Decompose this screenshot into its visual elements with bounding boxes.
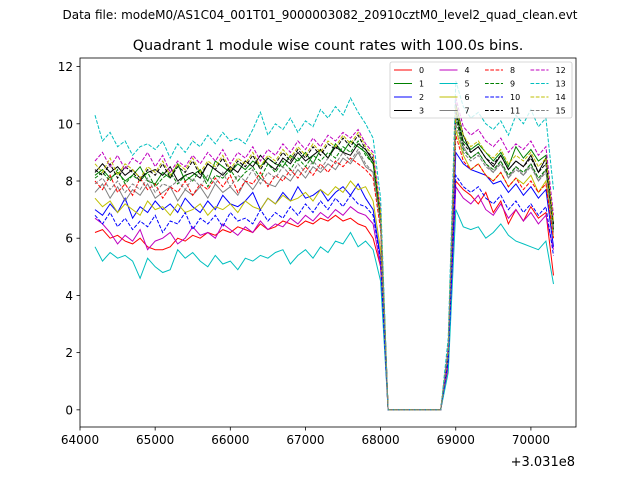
- x-tick-label: 69000: [437, 433, 475, 447]
- y-tick-label: 4: [65, 289, 73, 303]
- file-suptitle: Data file: modeM0/AS1C04_001T01_90000030…: [62, 8, 577, 22]
- x-tick-label: 70000: [512, 433, 550, 447]
- x-tick-label: 64000: [61, 433, 99, 447]
- legend-label-14: 14: [556, 93, 566, 102]
- legend-label-11: 11: [510, 107, 520, 116]
- series-line-12: [94, 97, 554, 411]
- series-line-9: [94, 117, 554, 411]
- y-tick-label: 8: [65, 175, 73, 189]
- series-line-0: [94, 179, 554, 411]
- x-tick-label: 67000: [286, 433, 324, 447]
- legend-frame: [389, 61, 573, 119]
- legend-label-10: 10: [510, 93, 520, 102]
- y-tick-label: 0: [65, 403, 73, 417]
- legend-label-8: 8: [510, 66, 515, 75]
- series-line-7: [94, 115, 554, 411]
- y-tick-label: 12: [58, 60, 73, 74]
- x-offset-label: +3.031e8: [511, 455, 575, 470]
- x-tick-label: 66000: [211, 433, 249, 447]
- legend-label-0: 0: [419, 66, 424, 75]
- legend-label-15: 15: [556, 107, 566, 116]
- series-line-10: [94, 173, 554, 411]
- series-line-11: [94, 112, 554, 411]
- series-line-4: [94, 185, 554, 411]
- legend-label-12: 12: [556, 66, 566, 75]
- series-line-15: [94, 123, 554, 411]
- x-tick-label: 68000: [362, 433, 400, 447]
- y-tick-label: 10: [58, 117, 73, 131]
- y-tick-label: 6: [65, 232, 73, 246]
- plot-area: [94, 80, 554, 411]
- legend-label-9: 9: [510, 80, 515, 89]
- series-line-5: [94, 209, 554, 411]
- series-line-2: [94, 150, 554, 411]
- series-line-13: [94, 80, 554, 411]
- y-tick-label: 2: [65, 346, 73, 360]
- legend-label-13: 13: [556, 80, 566, 89]
- axes-frame: [79, 57, 577, 428]
- series-line-3: [94, 103, 554, 411]
- legend-label-4: 4: [465, 66, 470, 75]
- series-line-8: [94, 135, 554, 411]
- chart-title: Quadrant 1 module wise count rates with …: [133, 38, 524, 54]
- legend-label-1: 1: [419, 80, 424, 89]
- series-line-14: [94, 106, 554, 411]
- legend-label-2: 2: [419, 93, 424, 102]
- legend-label-5: 5: [465, 80, 470, 89]
- x-tick-label: 65000: [136, 433, 174, 447]
- axes: 64000 65000 66000 67000 68000 69000 70000 0 2 4 6 8…: [58, 57, 577, 447]
- legend-label-6: 6: [465, 93, 470, 102]
- legend-label-3: 3: [419, 107, 424, 116]
- series-line-6: [94, 129, 554, 411]
- legend-label-7: 7: [465, 107, 470, 116]
